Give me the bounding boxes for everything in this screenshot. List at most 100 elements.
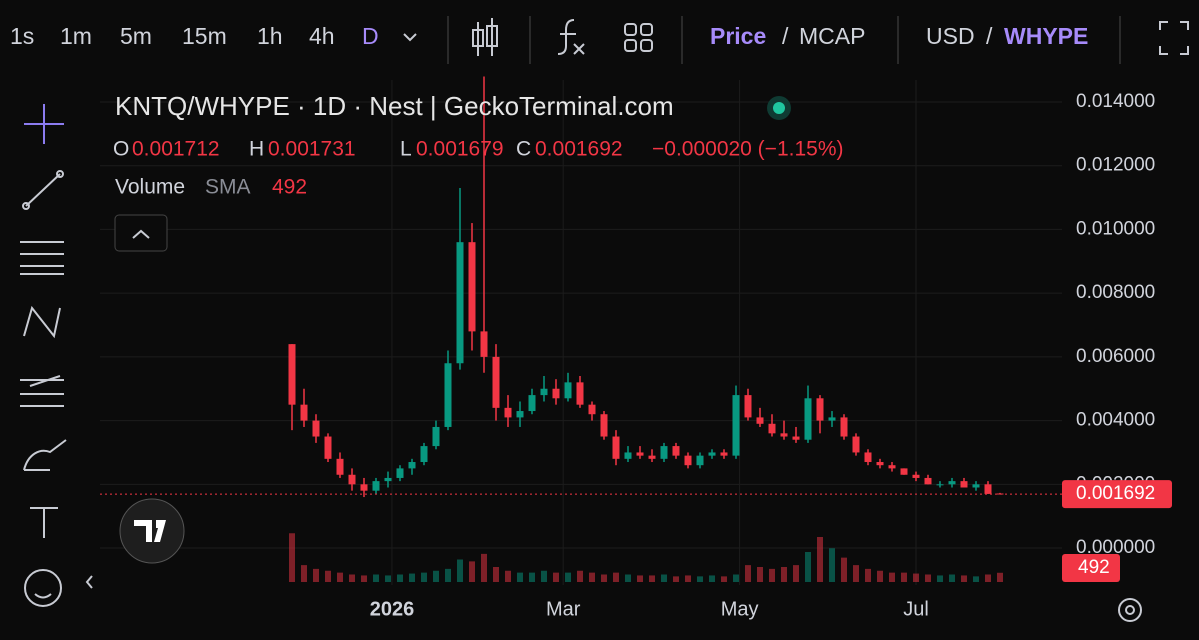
volume-bar — [793, 565, 799, 582]
candle-body — [492, 356, 500, 408]
volume-bar — [985, 574, 991, 582]
timeframe[interactable]: 5m — [120, 23, 152, 49]
volume-bar — [373, 574, 379, 582]
volume-bar — [385, 575, 391, 582]
volume-bar — [805, 552, 811, 582]
close-value: 0.001692 — [535, 138, 623, 161]
candle-body — [840, 417, 848, 437]
fullscreen-icon[interactable] — [1159, 21, 1189, 55]
volume-bar — [469, 561, 475, 582]
y-tick-label: 0.010000 — [1076, 218, 1155, 239]
mcap-toggle[interactable]: MCAP — [799, 23, 865, 49]
indicator-icon[interactable] — [557, 19, 585, 55]
timeframe[interactable]: 1h — [257, 23, 283, 49]
volume-bar — [337, 572, 343, 582]
volume-bar — [625, 574, 631, 582]
quote-toggle[interactable]: WHYPE — [1004, 23, 1088, 49]
collapse-legend[interactable] — [114, 214, 168, 252]
candle-body — [408, 462, 416, 469]
price-toggle[interactable]: Price — [710, 23, 766, 49]
timeframe[interactable]: 1m — [60, 23, 92, 49]
layout-icon[interactable] — [624, 23, 637, 36]
candle-body — [372, 481, 380, 491]
crosshair-tool[interactable] — [24, 104, 64, 144]
volume-bar — [445, 568, 451, 582]
volume-bar — [325, 570, 331, 582]
toolbar-icons — [447, 16, 1189, 64]
separator — [447, 16, 1121, 64]
candle-body — [396, 468, 404, 478]
volume-bar — [949, 574, 955, 582]
line-tool[interactable] — [25, 173, 61, 207]
fib-tool[interactable] — [20, 241, 64, 275]
volume-bar — [721, 576, 727, 582]
timeframe-dropdown[interactable] — [403, 33, 417, 42]
currency-toggle[interactable]: USD — [926, 23, 975, 49]
pattern-tool[interactable] — [23, 305, 61, 339]
candle-body — [564, 382, 572, 399]
candle-body — [348, 474, 356, 485]
candle-body — [588, 404, 596, 415]
volume-bar — [697, 576, 703, 582]
separator-text: / — [986, 23, 993, 49]
layout-cell — [640, 39, 653, 52]
volume-bar — [553, 572, 559, 582]
timeframe[interactable]: 4h — [309, 23, 335, 49]
candle-body — [984, 484, 992, 494]
volume-bar — [349, 574, 355, 582]
candle-body — [936, 484, 944, 486]
gear — [1118, 598, 1142, 622]
candle-body — [828, 417, 836, 421]
volume-bar — [577, 570, 583, 582]
candle-body — [780, 433, 788, 437]
candle-body — [504, 407, 512, 418]
dot — [22, 202, 30, 210]
volume-tag — [1062, 554, 1120, 582]
candle-body — [480, 331, 488, 357]
volume-bar — [541, 570, 547, 582]
candle-body — [744, 395, 752, 418]
chart-title: KNTQ/WHYPE · 1D · Nest | GeckoTerminal.c… — [115, 91, 674, 121]
timeframes: 1s 1m 5m 15m 1h 4h D — [10, 23, 379, 49]
timeframe[interactable]: 1s — [10, 23, 34, 49]
collapse[interactable] — [85, 575, 93, 589]
projection-tool[interactable] — [20, 375, 64, 407]
settings[interactable] — [1118, 598, 1142, 622]
timeframe[interactable]: D — [362, 23, 379, 49]
open-value: 0.001712 — [132, 138, 220, 161]
candle-body — [552, 388, 560, 399]
gear-center — [1125, 605, 1135, 615]
volume-bar — [565, 572, 571, 582]
candle-body — [708, 452, 716, 456]
candle-body — [516, 411, 524, 418]
volume-bar — [397, 574, 403, 582]
open-label: O — [113, 138, 129, 161]
separator-text: / — [782, 23, 789, 49]
candle-icon[interactable] — [477, 18, 493, 56]
volume-bar — [685, 575, 691, 582]
volume-bar — [745, 565, 751, 582]
volume-bar — [481, 553, 487, 582]
volume-bar — [709, 575, 715, 582]
volume-bar — [937, 575, 943, 582]
candle-body — [672, 446, 680, 456]
brush-tool[interactable] — [23, 439, 67, 471]
volume-bar — [589, 572, 595, 582]
volume-bar — [637, 575, 643, 582]
candle-body — [792, 436, 800, 440]
volume-bar — [457, 559, 463, 582]
y-tick-label: 0.000000 — [1076, 537, 1155, 558]
volume-bar — [817, 537, 823, 582]
volume-bar — [925, 574, 931, 582]
candle-body — [756, 417, 764, 424]
text-tool[interactable] — [30, 507, 58, 538]
y-tick-label: 0.008000 — [1076, 282, 1155, 303]
volume-bar — [301, 565, 307, 582]
emoji-tool[interactable] — [24, 569, 62, 607]
timeframe[interactable]: 15m — [182, 23, 227, 49]
volume-bar — [781, 567, 787, 582]
volume-bar — [661, 574, 667, 582]
candle-body — [432, 426, 440, 447]
candle-body — [472, 29, 484, 47]
